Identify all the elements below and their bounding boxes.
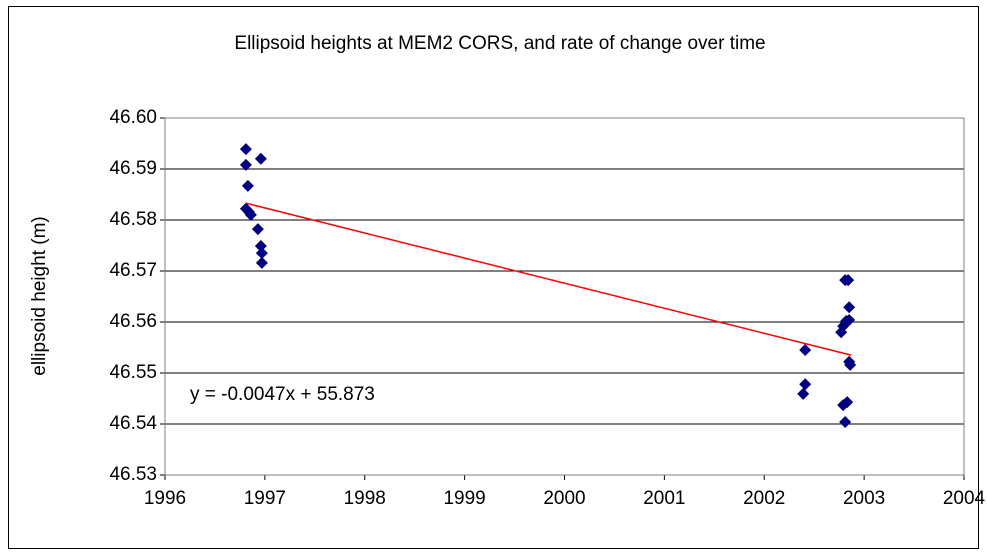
point (241, 179, 254, 192)
plot-area (164, 117, 965, 476)
point (239, 143, 252, 156)
point (251, 223, 264, 236)
y-tick-label: 46.53 (109, 464, 157, 485)
point (837, 399, 850, 412)
point (254, 240, 267, 253)
y-tick-label: 46.55 (109, 362, 157, 383)
point (255, 247, 268, 260)
point (244, 208, 257, 221)
x-tick-label: 2004 (943, 488, 986, 509)
point (799, 378, 812, 391)
point (799, 344, 812, 357)
point (835, 326, 848, 339)
chart-frame (8, 6, 979, 549)
point (842, 274, 855, 287)
point (239, 158, 252, 171)
point (254, 152, 267, 165)
point (839, 415, 852, 428)
chart-title: Ellipsoid heights at MEM2 CORS, and rate… (234, 33, 765, 54)
y-tick-label: 46.60 (109, 107, 157, 128)
trend-line (245, 202, 852, 356)
y-axis-label: ellipsoid height (m) (29, 216, 50, 375)
x-tick-label: 2003 (843, 488, 885, 509)
point (843, 301, 856, 314)
point (797, 387, 810, 400)
y-tick-label: 46.56 (109, 311, 157, 332)
point (255, 256, 268, 269)
y-tick-label: 46.57 (109, 260, 157, 281)
x-tick-label: 2000 (543, 488, 585, 509)
annotation: y = -0.0047x + 55.873 (190, 384, 375, 405)
x-tick-label: 2001 (643, 488, 685, 509)
x-tick-label: 2002 (743, 488, 785, 509)
point (844, 358, 857, 371)
y-tick-label: 46.59 (109, 158, 157, 179)
x-tick-label: 1998 (344, 488, 386, 509)
x-tick-label: 1996 (144, 488, 186, 509)
x-tick-label: 1997 (244, 488, 286, 509)
y-tick-label: 46.54 (109, 413, 157, 434)
y-tick-label: 46.58 (109, 209, 157, 230)
x-tick-label: 1999 (443, 488, 485, 509)
